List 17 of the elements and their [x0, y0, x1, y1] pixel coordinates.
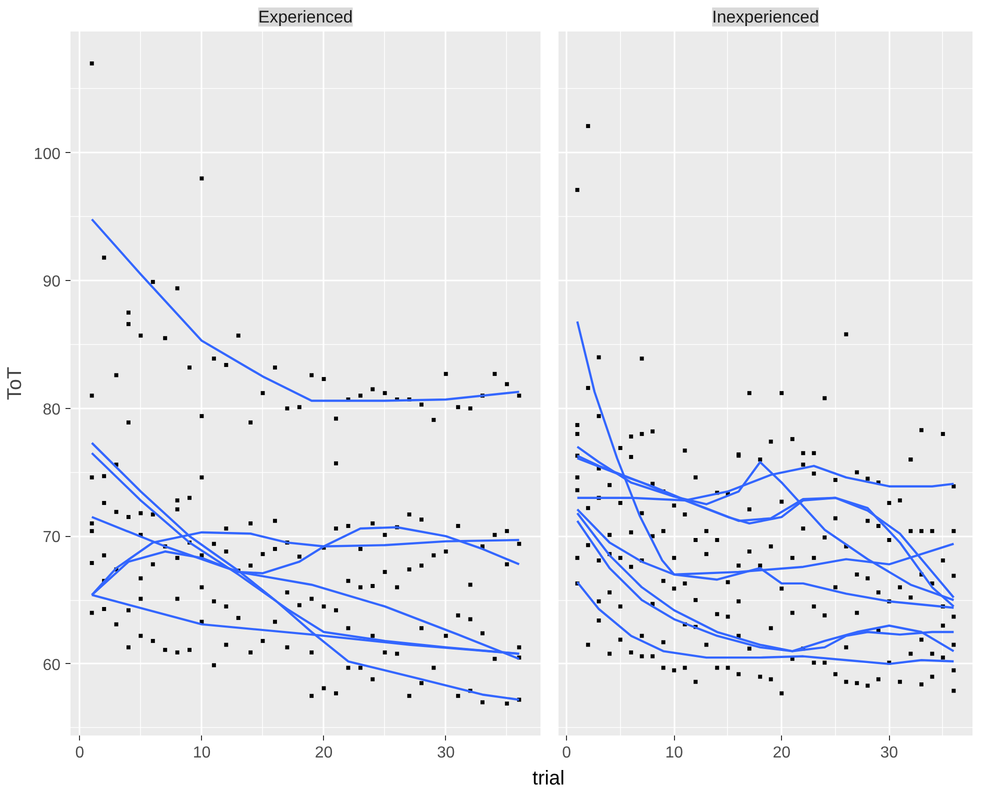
- y-tick-label: 60: [42, 656, 61, 674]
- x-tick-label: 20: [772, 744, 791, 762]
- chart-title: Experienced: [258, 8, 353, 26]
- y-tick-label: 70: [42, 529, 61, 546]
- x-tick-label: 30: [880, 744, 898, 762]
- y-tick-label: 80: [42, 401, 61, 418]
- x-tick-label: 0: [75, 744, 84, 762]
- x-tick-label: 20: [314, 744, 333, 762]
- chart-title: Inexperienced: [712, 8, 819, 26]
- x-tick-label: 10: [665, 744, 684, 762]
- y-axis-title: ToT: [4, 366, 26, 400]
- y-tick-label: 100: [34, 146, 61, 163]
- x-tick-label: 10: [192, 744, 211, 762]
- x-tick-label: 0: [562, 744, 572, 762]
- y-tick-label: 90: [42, 274, 61, 291]
- x-tick-label: 30: [436, 744, 455, 762]
- x-axis-title: trial: [532, 768, 565, 790]
